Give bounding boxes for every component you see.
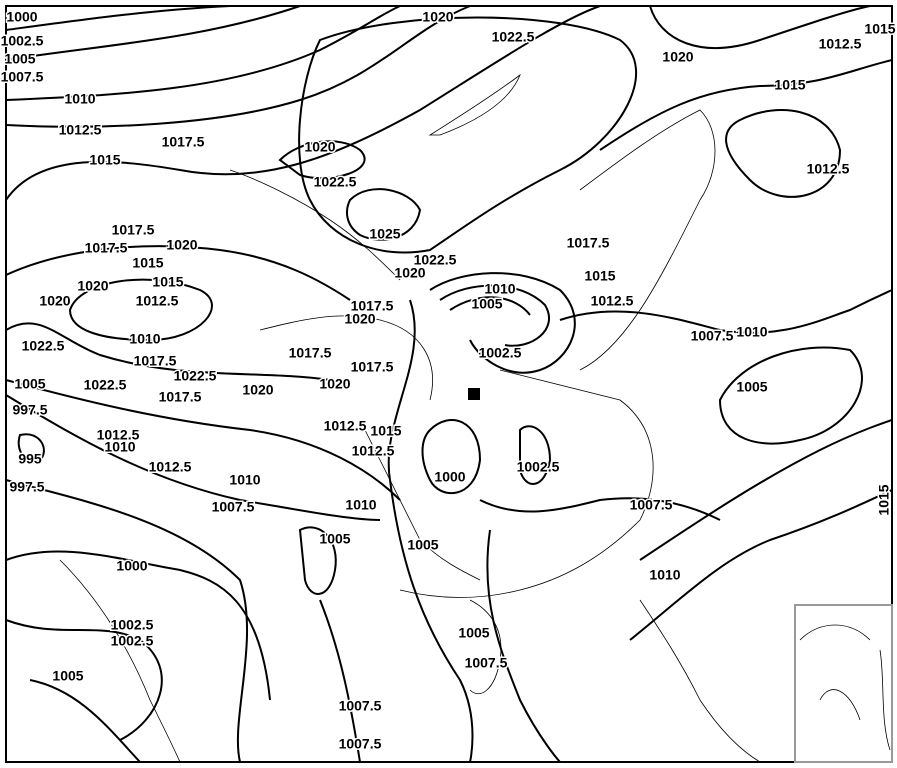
isobar-label: 1000	[434, 469, 465, 485]
isobar-label: 1017.5	[134, 353, 177, 369]
isobar-label: 1020	[77, 278, 108, 294]
isobar-label: 1020	[319, 376, 350, 392]
isobar-label: 1015	[89, 152, 120, 168]
isobar-label: 997.5	[9, 479, 44, 495]
isobar-label: 1020	[39, 293, 70, 309]
isobar-label: 1022.5	[414, 252, 457, 268]
isobar-label: 1002.5	[111, 617, 154, 633]
isobar-label: 1010	[484, 281, 515, 297]
isobar-label: 1010	[649, 567, 680, 583]
isobar-label: 1012.5	[807, 161, 850, 177]
isobar-label: 1017.5	[85, 240, 128, 256]
isobar-label: 1012.5	[97, 427, 140, 443]
isobar-label: 1017.5	[289, 345, 332, 361]
isobar-label: 1002.5	[517, 459, 560, 475]
isobars	[5, 5, 893, 763]
isobar-label: 1002.5	[111, 633, 154, 649]
isobar-label: 1022.5	[22, 338, 65, 354]
isobar-label: 997.5	[12, 402, 47, 418]
isobar-label: 1012.5	[59, 122, 102, 138]
isobar-label: 1005	[736, 379, 767, 395]
inset-coastline	[799, 624, 891, 751]
isobar-label: 1007.5	[339, 736, 382, 752]
isobar-label: 1020	[304, 139, 335, 155]
isobar-label: 1022.5	[314, 174, 357, 190]
isobar-label: 1015	[152, 274, 183, 290]
isobar-label: 1017.5	[351, 298, 394, 314]
isobar-label: 1010	[229, 472, 260, 488]
isobar-label: 1015	[584, 268, 615, 284]
map-frame	[5, 5, 893, 763]
isobar-label: 1005	[14, 376, 45, 392]
isobar-label: 1015	[132, 255, 163, 271]
isobar-label: 1012.5	[591, 293, 634, 309]
isobar-label: 1017.5	[351, 359, 394, 375]
isobar-label: 1002.5	[1, 33, 44, 49]
isobar-label: 1020	[166, 237, 197, 253]
isobar-label: 995	[18, 451, 42, 467]
isobar-label: 1005	[319, 531, 350, 547]
isobar-label: 1007.5	[630, 497, 673, 513]
isobar-label: 1022.5	[84, 377, 127, 393]
isobar-label: 1017.5	[567, 235, 610, 251]
isobar-label: 1015	[370, 423, 401, 439]
isobar-label: 1005	[407, 537, 438, 553]
isobar-label: 1012.5	[324, 418, 367, 434]
isobar-label: 1015	[876, 484, 892, 515]
isobar-label: 1015	[774, 77, 805, 93]
isobar-label: 1005	[471, 296, 502, 312]
isobar-label: 1025	[369, 226, 400, 242]
isobar-label: 1010	[64, 91, 95, 107]
isobar-label: 1017.5	[112, 222, 155, 238]
isobar-label: 1012.5	[149, 459, 192, 475]
isobar-label: 1007.5	[465, 655, 508, 671]
isobar-label: 1020	[662, 49, 693, 65]
isobar-label: 1000	[116, 558, 147, 574]
isobar-label: 1000	[6, 9, 37, 25]
isobar-label: 1005	[4, 51, 35, 67]
isobar-label: 1012.5	[136, 293, 179, 309]
isobar-label: 1007.5	[1, 69, 44, 85]
isobar-label: 1005	[458, 625, 489, 641]
isobar-label: 1007.5	[212, 499, 255, 515]
isobar-label: 1020	[344, 311, 375, 327]
isobar-label: 1020	[394, 265, 425, 281]
isobar-label: 1010	[104, 439, 135, 455]
isobar-label: 1015	[864, 21, 895, 37]
isobar-labels: 10001002.510051007.510101012.510151017.5…	[0, 7, 897, 753]
isobar-label: 1002.5	[479, 345, 522, 361]
isobar-label: 1012.5	[352, 443, 395, 459]
inset-map	[794, 604, 893, 763]
isobar-label: 1010	[345, 497, 376, 513]
isobar-label: 1017.5	[162, 134, 205, 150]
isobar-label: 1022.5	[492, 29, 535, 45]
isobar-label: 1012.5	[819, 36, 862, 52]
isobar-label: 1010	[129, 331, 160, 347]
coastlines	[59, 73, 761, 763]
isobar-label: 1020	[242, 382, 273, 398]
isobar-label: 1020	[422, 9, 453, 25]
isobar-label: 1007.5	[691, 328, 734, 344]
isobar-label: 1017.5	[159, 389, 202, 405]
isobar-label: 1005	[52, 668, 83, 684]
isobar-label: 1007.5	[339, 698, 382, 714]
isobar-label: 1022.5	[174, 368, 217, 384]
isobar-label: 1010	[736, 324, 767, 340]
